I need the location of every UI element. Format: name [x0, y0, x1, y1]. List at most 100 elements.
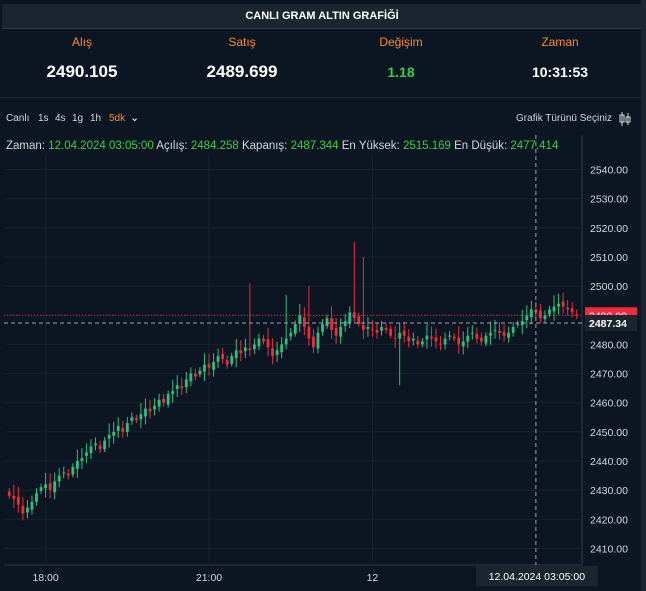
- candle-body: [570, 308, 574, 313]
- candle-body: [557, 303, 560, 307]
- stat-change-label: Değişim: [379, 35, 423, 49]
- candle-body: [175, 385, 179, 390]
- timeframe-live[interactable]: Canlı: [6, 113, 30, 124]
- candle-body: [357, 316, 361, 325]
- candle-body: [39, 487, 43, 492]
- candle-body: [348, 312, 352, 324]
- chevron-down-icon[interactable]: ⌄: [130, 112, 140, 124]
- chart-title: CANLI GRAM ALTIN GRAFİĞİ: [2, 4, 642, 29]
- candle-body: [343, 321, 347, 326]
- candle-body: [398, 332, 402, 339]
- candle-body: [434, 337, 438, 342]
- y-tick-label: 2420.00: [590, 514, 628, 526]
- candle-body: [53, 481, 57, 493]
- candle-body: [180, 386, 184, 389]
- candle-body: [479, 337, 483, 342]
- candle-body: [516, 324, 520, 326]
- crosshair-y-tag: [585, 315, 637, 332]
- candle-body: [307, 326, 311, 339]
- candle-body: [420, 341, 424, 345]
- stat-bid: Alış 2490.105: [22, 30, 142, 82]
- candle-body: [325, 318, 329, 327]
- candle-body: [321, 324, 324, 332]
- stat-bid-label: Alış: [71, 35, 92, 49]
- timeframe-1s[interactable]: 1s: [38, 113, 49, 124]
- candle-body: [48, 483, 52, 491]
- candle-body: [461, 341, 465, 347]
- candle-body: [475, 333, 479, 339]
- candle-body: [216, 356, 220, 362]
- candle-body: [507, 332, 511, 338]
- candle-body: [253, 344, 256, 350]
- legend-high-label: En Yüksek:: [341, 140, 400, 152]
- y-tick-label: 2410.00: [590, 543, 628, 555]
- candle-body: [257, 338, 261, 347]
- candle-body: [339, 326, 343, 337]
- candle-body: [112, 431, 116, 436]
- candle-body: [502, 331, 506, 336]
- y-tick-label: 2440.00: [590, 456, 628, 468]
- chart-type-select[interactable]: Grafik Türünü Seçiniz: [516, 113, 612, 124]
- candle-body: [439, 343, 442, 345]
- candle-body: [225, 360, 229, 365]
- legend-time-value: 12.04.2024 03:05:00: [48, 140, 154, 152]
- stat-change: Değişim 1.18: [341, 30, 461, 80]
- divider: [0, 97, 646, 98]
- legend-close-value: 2487.344: [290, 140, 339, 152]
- candle-body: [402, 330, 406, 336]
- legend-low-value: 2477.414: [510, 140, 559, 152]
- candle-body: [230, 356, 234, 364]
- ohlc-legend: Zaman: 12.04.2024 03:05:00 Açılış: 2484.…: [6, 140, 558, 152]
- candle-body: [116, 426, 120, 431]
- candle-body: [85, 452, 88, 457]
- candle-body: [271, 348, 274, 357]
- candle-body: [30, 501, 34, 510]
- candle-body: [529, 309, 533, 318]
- candle-body: [543, 315, 547, 320]
- candle-body: [566, 307, 570, 310]
- candle-body: [130, 417, 134, 422]
- x-tick-label: 21:00: [196, 572, 222, 584]
- timeframe-1h[interactable]: 1h: [90, 113, 102, 124]
- timeframe-1g[interactable]: 1g: [72, 113, 84, 124]
- candle-body: [334, 327, 338, 336]
- candle-body: [561, 301, 565, 307]
- candle-body: [203, 364, 206, 372]
- y-tick-label: 2460.00: [590, 398, 628, 410]
- legend-low-label: En Düşük:: [454, 140, 508, 152]
- stat-time-label: Zaman: [541, 35, 579, 49]
- scrollbar-track: [641, 0, 646, 591]
- crosshair-x-tag: [475, 566, 598, 586]
- candle-body: [35, 493, 38, 502]
- candle-body: [184, 379, 188, 388]
- candle-body: [575, 314, 579, 316]
- candle-body: [80, 458, 84, 461]
- crosshair-y-label: 2487.34: [589, 318, 627, 330]
- candle-body: [239, 350, 243, 354]
- candle-body: [425, 335, 429, 340]
- candle-body: [157, 399, 161, 407]
- stat-ask-label: Satış: [228, 35, 256, 49]
- candle-body: [552, 306, 556, 312]
- x-tick-label: 12: [367, 572, 379, 584]
- candle-body: [207, 363, 211, 368]
- candle-body: [107, 434, 111, 439]
- legend-open-value: 2484.258: [190, 140, 239, 152]
- timeframe-4s[interactable]: 4s: [55, 113, 66, 124]
- candle-body: [212, 361, 215, 370]
- candle-body: [330, 318, 333, 330]
- candle-body: [21, 505, 25, 514]
- candlestick-icon[interactable]: [618, 111, 632, 127]
- candle-body: [498, 330, 501, 333]
- candle-body: [361, 325, 365, 330]
- y-tick-label: 2530.00: [590, 194, 628, 206]
- candle-body: [312, 336, 315, 348]
- candle-body: [384, 327, 388, 330]
- y-tick-label: 2520.00: [590, 223, 628, 235]
- candle-body: [539, 310, 542, 319]
- candle-body: [411, 338, 415, 341]
- timeframe-5dk[interactable]: 5dk: [109, 113, 126, 124]
- candle-body: [166, 393, 170, 405]
